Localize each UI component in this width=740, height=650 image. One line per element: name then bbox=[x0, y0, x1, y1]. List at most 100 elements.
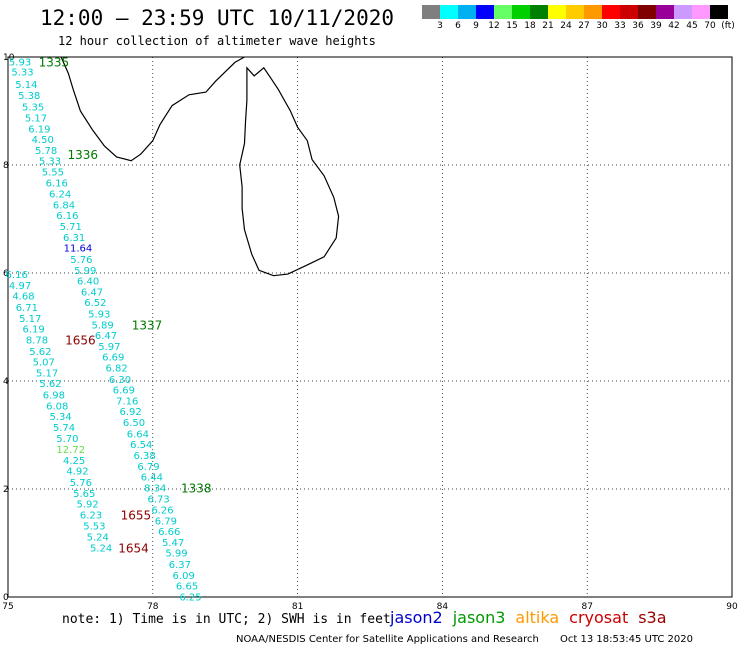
wave-height-value: 5.92 bbox=[77, 500, 99, 511]
pass-time-label: 1654 bbox=[118, 541, 149, 555]
wave-height-value: 5.99 bbox=[74, 266, 96, 277]
wave-height-value: 5.33 bbox=[39, 157, 61, 168]
wave-height-value: 5.71 bbox=[60, 222, 82, 233]
pass-time-label: 1656 bbox=[65, 333, 96, 347]
wave-height-value: 4.68 bbox=[12, 292, 34, 303]
satellite-legend: jason2 jason3 altika cryosat s3a bbox=[390, 608, 677, 627]
scale-tick-label: 33 bbox=[614, 21, 626, 31]
scale-swatch bbox=[458, 5, 476, 19]
wave-height-value: 5.24 bbox=[90, 543, 112, 554]
wave-height-value: 6.79 bbox=[137, 462, 159, 473]
wave-height-value: 5.33 bbox=[11, 68, 33, 79]
scale-swatch bbox=[566, 5, 584, 19]
scale-swatch bbox=[692, 5, 710, 19]
scale-swatch bbox=[512, 5, 530, 19]
pass-time-label: 1337 bbox=[132, 318, 163, 332]
scale-swatch bbox=[440, 5, 458, 19]
wave-height-value: 6.52 bbox=[84, 298, 106, 309]
units-note: note: 1) Time is in UTC; 2) SWH is in fe… bbox=[62, 612, 391, 627]
wave-height-value: 11.64 bbox=[64, 244, 93, 255]
x-tick-label: 90 bbox=[726, 602, 738, 612]
wave-height-value: 6.16 bbox=[46, 178, 68, 189]
wave-height-value: 5.70 bbox=[56, 434, 78, 445]
scale-tick-label: (ft) bbox=[721, 21, 735, 31]
wave-height-value: 5.93 bbox=[88, 310, 110, 321]
x-tick-label: 84 bbox=[437, 602, 449, 612]
wave-height-value: 5.62 bbox=[29, 347, 51, 358]
wave-height-value: 5.24 bbox=[87, 533, 109, 544]
sri-lanka-coastline bbox=[239, 66, 340, 277]
wave-height-value: 6.92 bbox=[119, 407, 141, 418]
satellite-name: jason2 bbox=[390, 608, 443, 627]
wave-height-value: 5.74 bbox=[53, 423, 75, 434]
wave-height-value: 5.17 bbox=[36, 368, 58, 379]
scale-tick-label: 12 bbox=[488, 21, 500, 31]
scale-tick-label: 30 bbox=[596, 21, 608, 31]
wave-height-value: 6.69 bbox=[113, 386, 135, 397]
wave-height-value: 6.98 bbox=[43, 391, 65, 402]
wave-height-value: 6.65 bbox=[176, 582, 198, 593]
scale-tick-label: 39 bbox=[650, 21, 662, 31]
scale-swatch bbox=[620, 5, 638, 19]
pass-time-label: 1338 bbox=[181, 481, 212, 495]
lat-lon-grid bbox=[7, 56, 733, 598]
scale-swatch bbox=[584, 5, 602, 19]
footer: NOAA/NESDIS Center for Satellite Applica… bbox=[236, 634, 693, 645]
wave-height-value: 5.76 bbox=[70, 478, 92, 489]
wave-height-value: 4.92 bbox=[66, 467, 88, 478]
scale-swatch bbox=[710, 5, 728, 19]
scale-swatch bbox=[422, 5, 440, 19]
y-tick-label: 8 bbox=[3, 161, 9, 171]
wave-height-value: 7.16 bbox=[116, 396, 138, 407]
wave-height-value: 6.24 bbox=[49, 190, 71, 201]
scale-tick-label: 18 bbox=[524, 21, 536, 31]
y-tick-label: 2 bbox=[3, 485, 9, 495]
scale-swatch bbox=[548, 5, 566, 19]
x-tick-label: 81 bbox=[292, 602, 303, 612]
wave-height-value: 6.54 bbox=[130, 440, 152, 451]
wave-height-value: 5.99 bbox=[165, 549, 187, 560]
wave-height-value: 4.97 bbox=[9, 281, 31, 292]
wave-height-value: 6.16 bbox=[6, 270, 28, 281]
india-coastline bbox=[60, 56, 245, 162]
wave-height-value: 6.79 bbox=[155, 516, 177, 527]
wave-height-value: 5.97 bbox=[98, 342, 120, 353]
wave-height-value: 5.55 bbox=[42, 167, 64, 178]
pass-time-label: 1655 bbox=[121, 508, 152, 522]
wave-height-value: 5.07 bbox=[33, 358, 55, 369]
scale-swatch bbox=[476, 5, 494, 19]
wave-height-values: 5.935.335.145.385.355.176.194.505.785.33… bbox=[6, 57, 202, 603]
coastline bbox=[60, 56, 340, 277]
satellite-name: jason3 bbox=[452, 608, 506, 627]
wave-height-value: 5.53 bbox=[83, 522, 105, 533]
chart-subtitle: 12 hour collection of altimeter wave hei… bbox=[58, 34, 376, 48]
wave-height-value: 4.50 bbox=[32, 135, 54, 146]
wave-height-value: 12.72 bbox=[56, 445, 85, 456]
satellite-name: s3a bbox=[638, 608, 667, 627]
wave-height-value: 6.40 bbox=[77, 277, 99, 288]
scale-tick-label: 45 bbox=[686, 21, 698, 31]
y-tick-label: 4 bbox=[3, 377, 9, 387]
wave-height-value: 6.26 bbox=[151, 506, 173, 517]
wave-height-value: 6.08 bbox=[46, 401, 68, 412]
scale-tick-label: 70 bbox=[704, 21, 716, 31]
scale-tick-label: 15 bbox=[506, 21, 518, 31]
wave-height-value: 5.38 bbox=[18, 91, 40, 102]
scale-tick-label: 42 bbox=[668, 21, 680, 31]
wave-height-value: 6.30 bbox=[109, 375, 131, 386]
wave-height-value: 6.37 bbox=[169, 560, 191, 571]
scale-tick-label: 27 bbox=[578, 21, 590, 31]
map-frame bbox=[7, 56, 733, 598]
wave-height-value: 6.38 bbox=[133, 451, 155, 462]
pass-time-labels: 1335 1336 1337 1656 1338 1655 1654 bbox=[39, 55, 212, 555]
wave-height-value: 5.34 bbox=[49, 412, 71, 423]
wave-height-value: 8.34 bbox=[144, 483, 166, 494]
satellite-name: cryosat bbox=[569, 608, 629, 627]
wave-height-value: 6.23 bbox=[80, 510, 102, 521]
scale-swatch bbox=[656, 5, 674, 19]
axis-labels: 75 78 81 84 87 90 0 2 4 6 8 10 bbox=[2, 53, 738, 612]
wave-height-value: 5.47 bbox=[162, 538, 184, 549]
wave-height-value: 4.25 bbox=[63, 456, 85, 467]
x-tick-label: 78 bbox=[147, 602, 159, 612]
y-tick-label: 10 bbox=[3, 53, 15, 63]
